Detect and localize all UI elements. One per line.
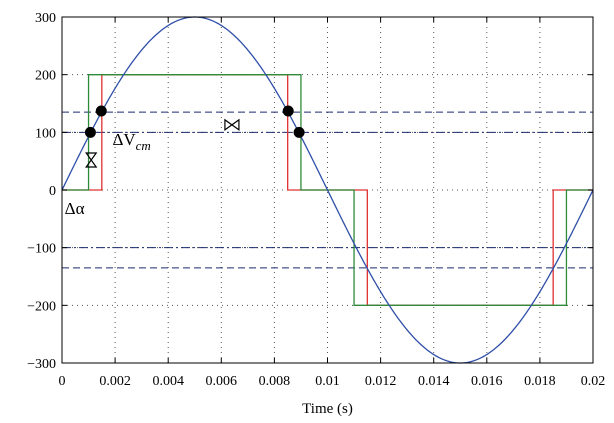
annotation-delta-vcm-subscript: cm [136, 138, 151, 153]
x-tick-label: 0.006 [206, 374, 238, 389]
x-tick-labels: 0 0.002 0.004 0.006 0.008 0.01 0.012 0.014 0.016… [59, 374, 606, 389]
x-tick-label: 0.004 [152, 374, 184, 389]
series-line [61, 16, 594, 364]
marker-dot [95, 105, 107, 117]
marker-layer [84, 105, 305, 168]
marker-dot [282, 105, 294, 117]
y-tick-label: 0 [49, 184, 56, 199]
x-tick-label: 0.02 [581, 374, 606, 389]
x-tick-label: 0.008 [259, 374, 291, 389]
y-tick-label: −100 [27, 242, 56, 257]
annotation-delta-vcm-prefix: ΔV [112, 130, 136, 149]
double-arrow-marker [224, 118, 240, 132]
y-tick-label: 100 [35, 126, 56, 141]
x-tick-label: 0.002 [99, 374, 131, 389]
marker-dot [84, 126, 96, 138]
x-axis-title: Time (s) [302, 401, 353, 417]
x-tick-label: 0.016 [471, 374, 503, 389]
x-tick-label: 0.014 [418, 374, 450, 389]
double-arrow-marker-shape [224, 118, 240, 132]
annotation-delta-vcm: ΔVcm [112, 130, 150, 153]
x-tick-label: 0.01 [315, 374, 340, 389]
annotation-delta-alpha: Δα [65, 199, 85, 218]
y-tick-label: −300 [27, 357, 56, 372]
y-tick-labels: −300 −200 −100 0 100 200 300 [27, 11, 56, 372]
y-tick-label: −200 [27, 299, 56, 314]
x-tick-label: 0.018 [524, 374, 556, 389]
y-tick-label: 200 [35, 69, 56, 84]
x-tick-label: 0 [59, 374, 66, 389]
x-tick-label: 0.012 [365, 374, 397, 389]
y-tick-label: 300 [35, 11, 56, 26]
marker-dot [293, 126, 305, 138]
reference-lines [62, 111, 593, 269]
ticks [61, 16, 594, 364]
double-arrow-marker-shape [85, 152, 98, 168]
double-arrow-marker [85, 152, 98, 168]
